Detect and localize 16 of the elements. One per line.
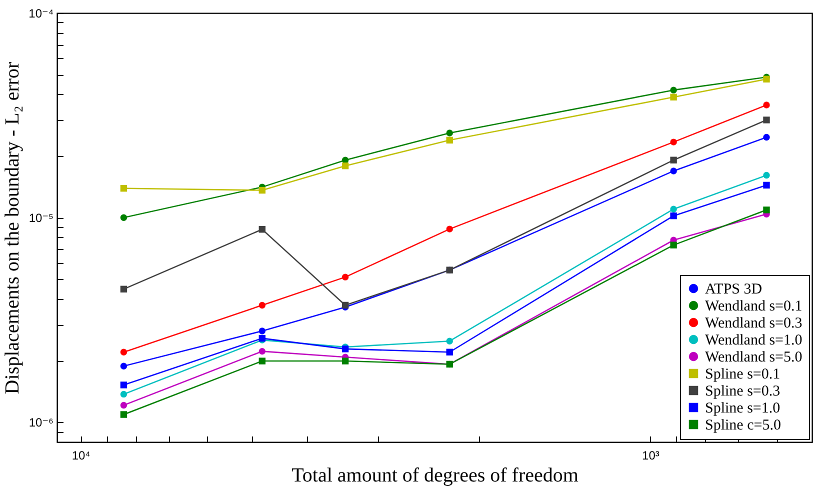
legend-label: Wendland s=0.1 [705,298,802,314]
legend-label: Wendland s=5.0 [705,350,802,366]
legend-label: ATPS 3D [705,282,762,298]
x-axis-title: Total amount of degrees of freedom [292,464,579,486]
x-tick-label: 10³ [642,448,660,462]
y-tick-label: 10⁻⁴ [28,6,54,20]
legend-label: Wendland s=0.3 [705,316,802,332]
x-tick-label: 10⁴ [72,448,90,462]
y-tick-label: 10⁻⁶ [28,416,54,430]
legend-label: Wendland s=1.0 [705,332,802,348]
legend-label: Spline s=0.1 [705,366,780,382]
legend-label: Spline c=5.0 [705,418,781,434]
legend-label: Spline s=0.3 [705,384,780,400]
y-axis-title: Displacements on the boundary - L₂ error [2,61,24,394]
y-tick-label: 10⁻⁵ [28,211,54,226]
legend-label: Spline s=1.0 [705,400,780,416]
